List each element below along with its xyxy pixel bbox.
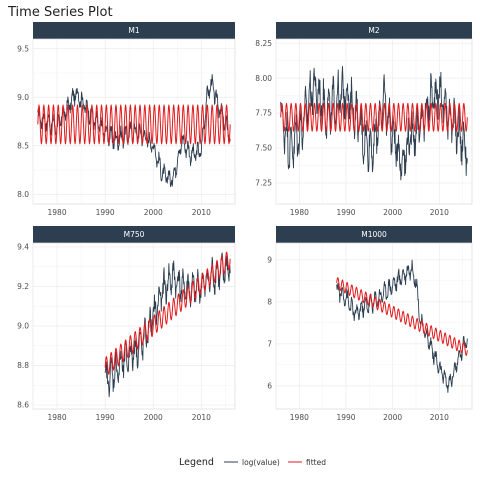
panel-m1000: M1000 1980 1990 2000 2010 6 7 8 9 (267, 226, 473, 422)
y-tick-label: 8.25 (255, 39, 272, 48)
x-tick-label: 1980 (48, 413, 67, 422)
strip-label-m2: M2 (368, 26, 379, 35)
y-tick-label: 8.5 (17, 141, 29, 150)
strip-label-m750: M750 (124, 230, 145, 239)
x-tick-label: 2000 (383, 208, 402, 217)
legend: Legend log(value) fitted (179, 457, 326, 468)
strip-m1000 (276, 226, 472, 243)
x-tick-label: 1980 (48, 208, 67, 217)
y-tick-label: 8.00 (255, 74, 272, 83)
x-tick-label: 2010 (192, 413, 211, 422)
x-tick-label: 2000 (144, 208, 163, 217)
series-m1000-fitted (336, 277, 468, 356)
series-m750-fitted (104, 251, 231, 375)
x-tick-label: 2000 (383, 413, 402, 422)
y-tick-label: 8.6 (17, 401, 29, 410)
y-tick-label: 9.4 (17, 243, 29, 252)
x-tick-label: 1980 (290, 413, 309, 422)
strip-m1 (33, 22, 235, 39)
strip-m750 (33, 226, 235, 243)
strip-label-m1: M1 (128, 26, 139, 35)
y-tick-label: 9.2 (17, 282, 29, 291)
legend-title: Legend (179, 457, 214, 468)
series-m2-fitted (280, 102, 468, 132)
strip-label-m1000: M1000 (361, 230, 387, 239)
panel-m1: M1 1980 1990 2000 2010 8.0 8.5 9.0 9.5 (17, 22, 236, 217)
panel-m2: M2 1980 1990 2000 2010 7.25 7.50 7.75 8.00 8.25 (255, 22, 473, 217)
legend-label-fitted: fitted (306, 458, 326, 467)
x-tick-label: 1980 (290, 208, 309, 217)
facet-panels: M1 1980 1990 2000 2010 8.0 8.5 9.0 9.5 M2 1980 1990… (17, 22, 473, 422)
series-m2-log-value (280, 65, 468, 181)
y-tick-label: 8 (267, 297, 272, 306)
x-tick-label: 2000 (144, 413, 163, 422)
legend-label-log-value: log(value) (242, 458, 280, 467)
strip-m2 (276, 22, 472, 39)
figure-title: Time Series Plot (7, 5, 113, 20)
y-tick-label: 6 (267, 381, 272, 390)
series-m1000-log-value (336, 259, 468, 393)
y-tick-label: 8.8 (17, 361, 29, 370)
series-m1-fitted (37, 104, 231, 145)
x-tick-label: 1990 (96, 208, 115, 217)
x-tick-label: 1990 (336, 413, 355, 422)
y-tick-label: 7.50 (255, 144, 272, 153)
y-tick-label: 9.0 (17, 93, 29, 102)
y-tick-label: 7 (267, 339, 272, 348)
y-tick-label: 9.5 (17, 44, 29, 53)
y-tick-label: 9 (267, 255, 272, 264)
y-tick-label: 7.75 (255, 109, 272, 118)
y-tick-label: 8.0 (17, 190, 29, 199)
x-tick-label: 2010 (430, 413, 449, 422)
x-tick-label: 2010 (192, 208, 211, 217)
x-tick-label: 1990 (96, 413, 115, 422)
x-tick-label: 2010 (430, 208, 449, 217)
y-tick-label: 7.25 (255, 179, 272, 188)
y-tick-label: 9.0 (17, 322, 29, 331)
plot-area-m1000 (275, 242, 473, 410)
x-tick-label: 1990 (336, 208, 355, 217)
panel-m750: M750 1980 1990 2000 2010 8.6 8.8 9.0 9.2 9.4 (17, 226, 236, 422)
